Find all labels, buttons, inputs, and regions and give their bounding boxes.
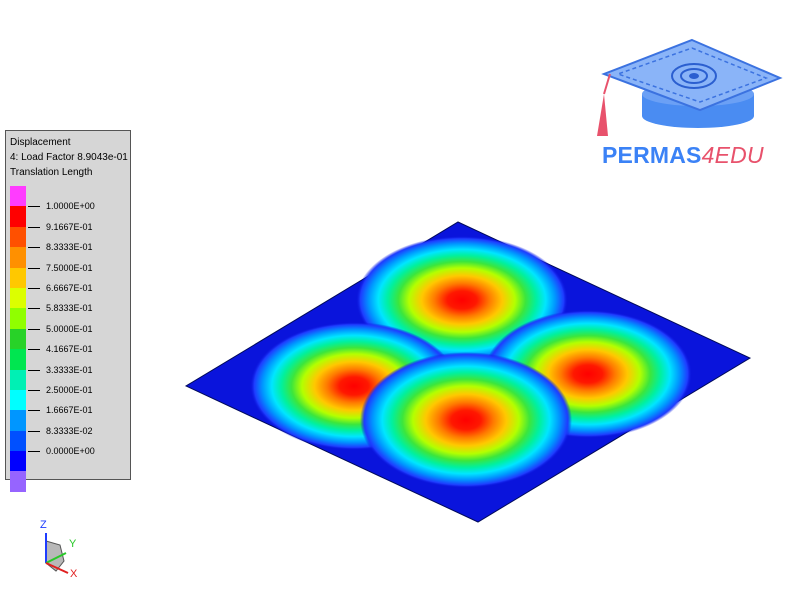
legend-tick bbox=[28, 206, 40, 208]
legend-value: 8.3333E-02 bbox=[46, 425, 93, 436]
legend-swatch bbox=[10, 287, 26, 309]
contour-humps bbox=[250, 236, 692, 488]
legend-quantity: Translation Length bbox=[10, 167, 93, 178]
legend-value: 6.6667E-01 bbox=[46, 283, 93, 293]
legend-tick bbox=[28, 410, 40, 412]
legend-swatch bbox=[10, 308, 26, 329]
legend-tick bbox=[28, 308, 40, 310]
legend-tick bbox=[28, 247, 40, 249]
legend-tick bbox=[28, 288, 40, 289]
hump-bottom bbox=[360, 352, 572, 488]
legend-tick bbox=[28, 390, 40, 391]
legend-value: 4.1667E-01 bbox=[46, 344, 93, 355]
legend-swatch bbox=[10, 451, 26, 472]
legend-value: 5.8333E-01 bbox=[46, 303, 93, 314]
contour-legend: Displacement 4: Load Factor 8.9043e-01 T… bbox=[5, 130, 131, 492]
legend-swatch bbox=[10, 349, 26, 370]
permas4edu-logo bbox=[597, 38, 783, 136]
z-axis-label: Z bbox=[40, 519, 47, 531]
deformed-plate bbox=[184, 221, 752, 523]
legend-swatch bbox=[10, 410, 26, 431]
legend-swatch bbox=[10, 186, 26, 207]
legend-tick bbox=[28, 430, 40, 432]
legend-load-factor: 4: Load Factor 8.9043e-01 bbox=[10, 152, 128, 163]
axis-triad[interactable]: Z Y X bbox=[30, 515, 90, 585]
legend-swatch bbox=[10, 471, 26, 492]
legend-color-bar bbox=[10, 186, 26, 492]
x-axis-label: X bbox=[70, 568, 78, 580]
logo-brand-pink: 4EDU bbox=[701, 142, 764, 168]
legend-tick bbox=[28, 369, 40, 371]
legend-value: 5.0000E-01 bbox=[46, 323, 93, 334]
legend-title: Displacement bbox=[10, 137, 71, 148]
logo-brand-blue: PERMAS bbox=[602, 142, 702, 168]
y-axis-label: Y bbox=[69, 538, 77, 550]
legend-swatch bbox=[10, 389, 26, 411]
logo-wordmark: PERMAS4EDU bbox=[602, 142, 764, 169]
legend-value: 0.0000E+00 bbox=[46, 446, 95, 457]
legend-value: 2.5000E-01 bbox=[46, 385, 93, 395]
legend-swatch bbox=[10, 267, 26, 288]
legend-value: 9.1667E-01 bbox=[46, 221, 93, 232]
legend-value: 1.0000E+00 bbox=[46, 201, 95, 212]
legend-tick bbox=[28, 226, 40, 228]
legend-swatch bbox=[10, 247, 26, 268]
legend-swatch bbox=[10, 206, 26, 227]
legend-value: 7.5000E-01 bbox=[46, 262, 93, 273]
legend-value: 3.3333E-01 bbox=[46, 364, 93, 375]
legend-value: 8.3333E-01 bbox=[46, 242, 93, 253]
legend-swatch bbox=[10, 328, 26, 350]
legend-swatch bbox=[10, 226, 26, 248]
legend-swatch bbox=[10, 430, 26, 452]
legend-tick bbox=[28, 451, 40, 453]
legend-tick bbox=[28, 349, 40, 351]
legend-tick bbox=[28, 267, 40, 269]
legend-value: 1.6667E-01 bbox=[46, 405, 93, 416]
x-axis-line bbox=[45, 562, 69, 574]
legend-tick bbox=[28, 328, 40, 330]
legend-swatch bbox=[10, 369, 26, 390]
y-axis-line bbox=[45, 552, 67, 564]
